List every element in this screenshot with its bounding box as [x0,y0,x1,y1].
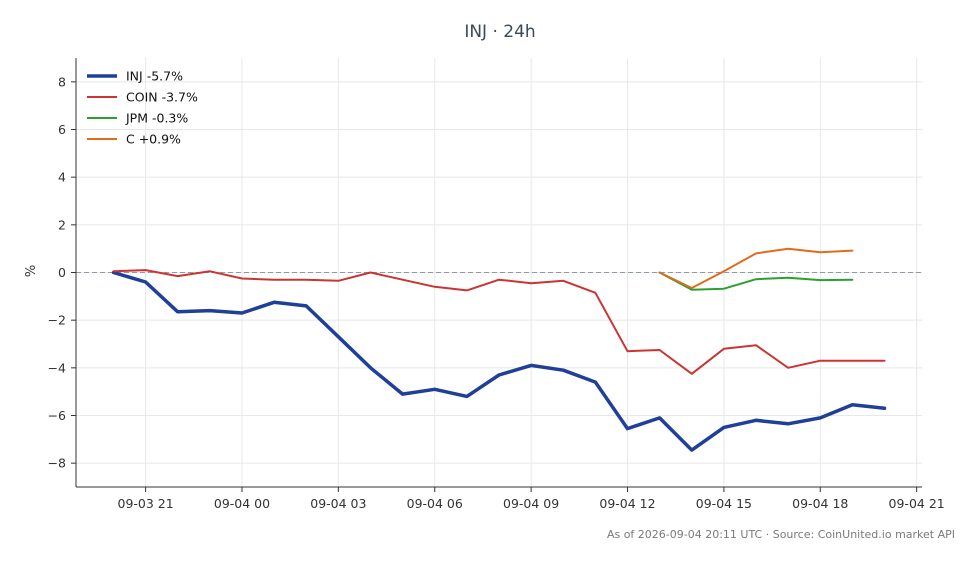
x-tick-label: 09-04 00 [214,496,270,511]
series-line-inj [111,270,887,452]
series-line-c [658,247,854,289]
series-lines [111,247,887,452]
tick-labels: −8 −6 −4 −2 0 2 4 6 8 09-03 21 09-04 00 09-04 03 09-… [48,74,945,511]
y-tick-label: −6 [48,408,66,423]
x-tick-label: 09-04 06 [407,496,463,511]
x-tick-label: 09-04 09 [503,496,559,511]
x-tick-label: 09-04 21 [889,496,945,511]
y-tick-label: 8 [58,74,66,89]
y-tick-label: 2 [58,217,66,232]
y-tick-label: 0 [58,265,66,280]
legend-label: JPM -0.3% [125,111,188,126]
axes [71,58,922,492]
legend-label: C +0.9% [126,132,181,147]
series-line-coin [112,269,886,375]
y-tick-label: 6 [58,122,66,137]
x-tick-label: 09-04 03 [310,496,366,511]
legend-label: COIN -3.7% [126,90,198,105]
x-tick-label: 09-04 12 [599,496,655,511]
y-tick-label: 4 [58,170,66,185]
y-axis-label: % [24,265,39,277]
x-tick-label: 09-04 18 [792,496,848,511]
y-tick-label: −8 [48,456,66,471]
x-tick-label: 09-04 15 [696,496,752,511]
series-line-jpm [658,271,854,291]
y-tick-label: −2 [48,313,66,328]
chart-title: INJ · 24h [464,22,535,42]
legend-label: INJ -5.7% [126,69,183,84]
y-tick-label: −4 [48,360,66,375]
x-tick-label: 09-03 21 [118,496,174,511]
legend: INJ -5.7% COIN -3.7% JPM -0.3% C +0.9% [87,69,198,147]
footer-source: As of 2026-09-04 20:11 UTC · Source: Coi… [607,528,955,541]
